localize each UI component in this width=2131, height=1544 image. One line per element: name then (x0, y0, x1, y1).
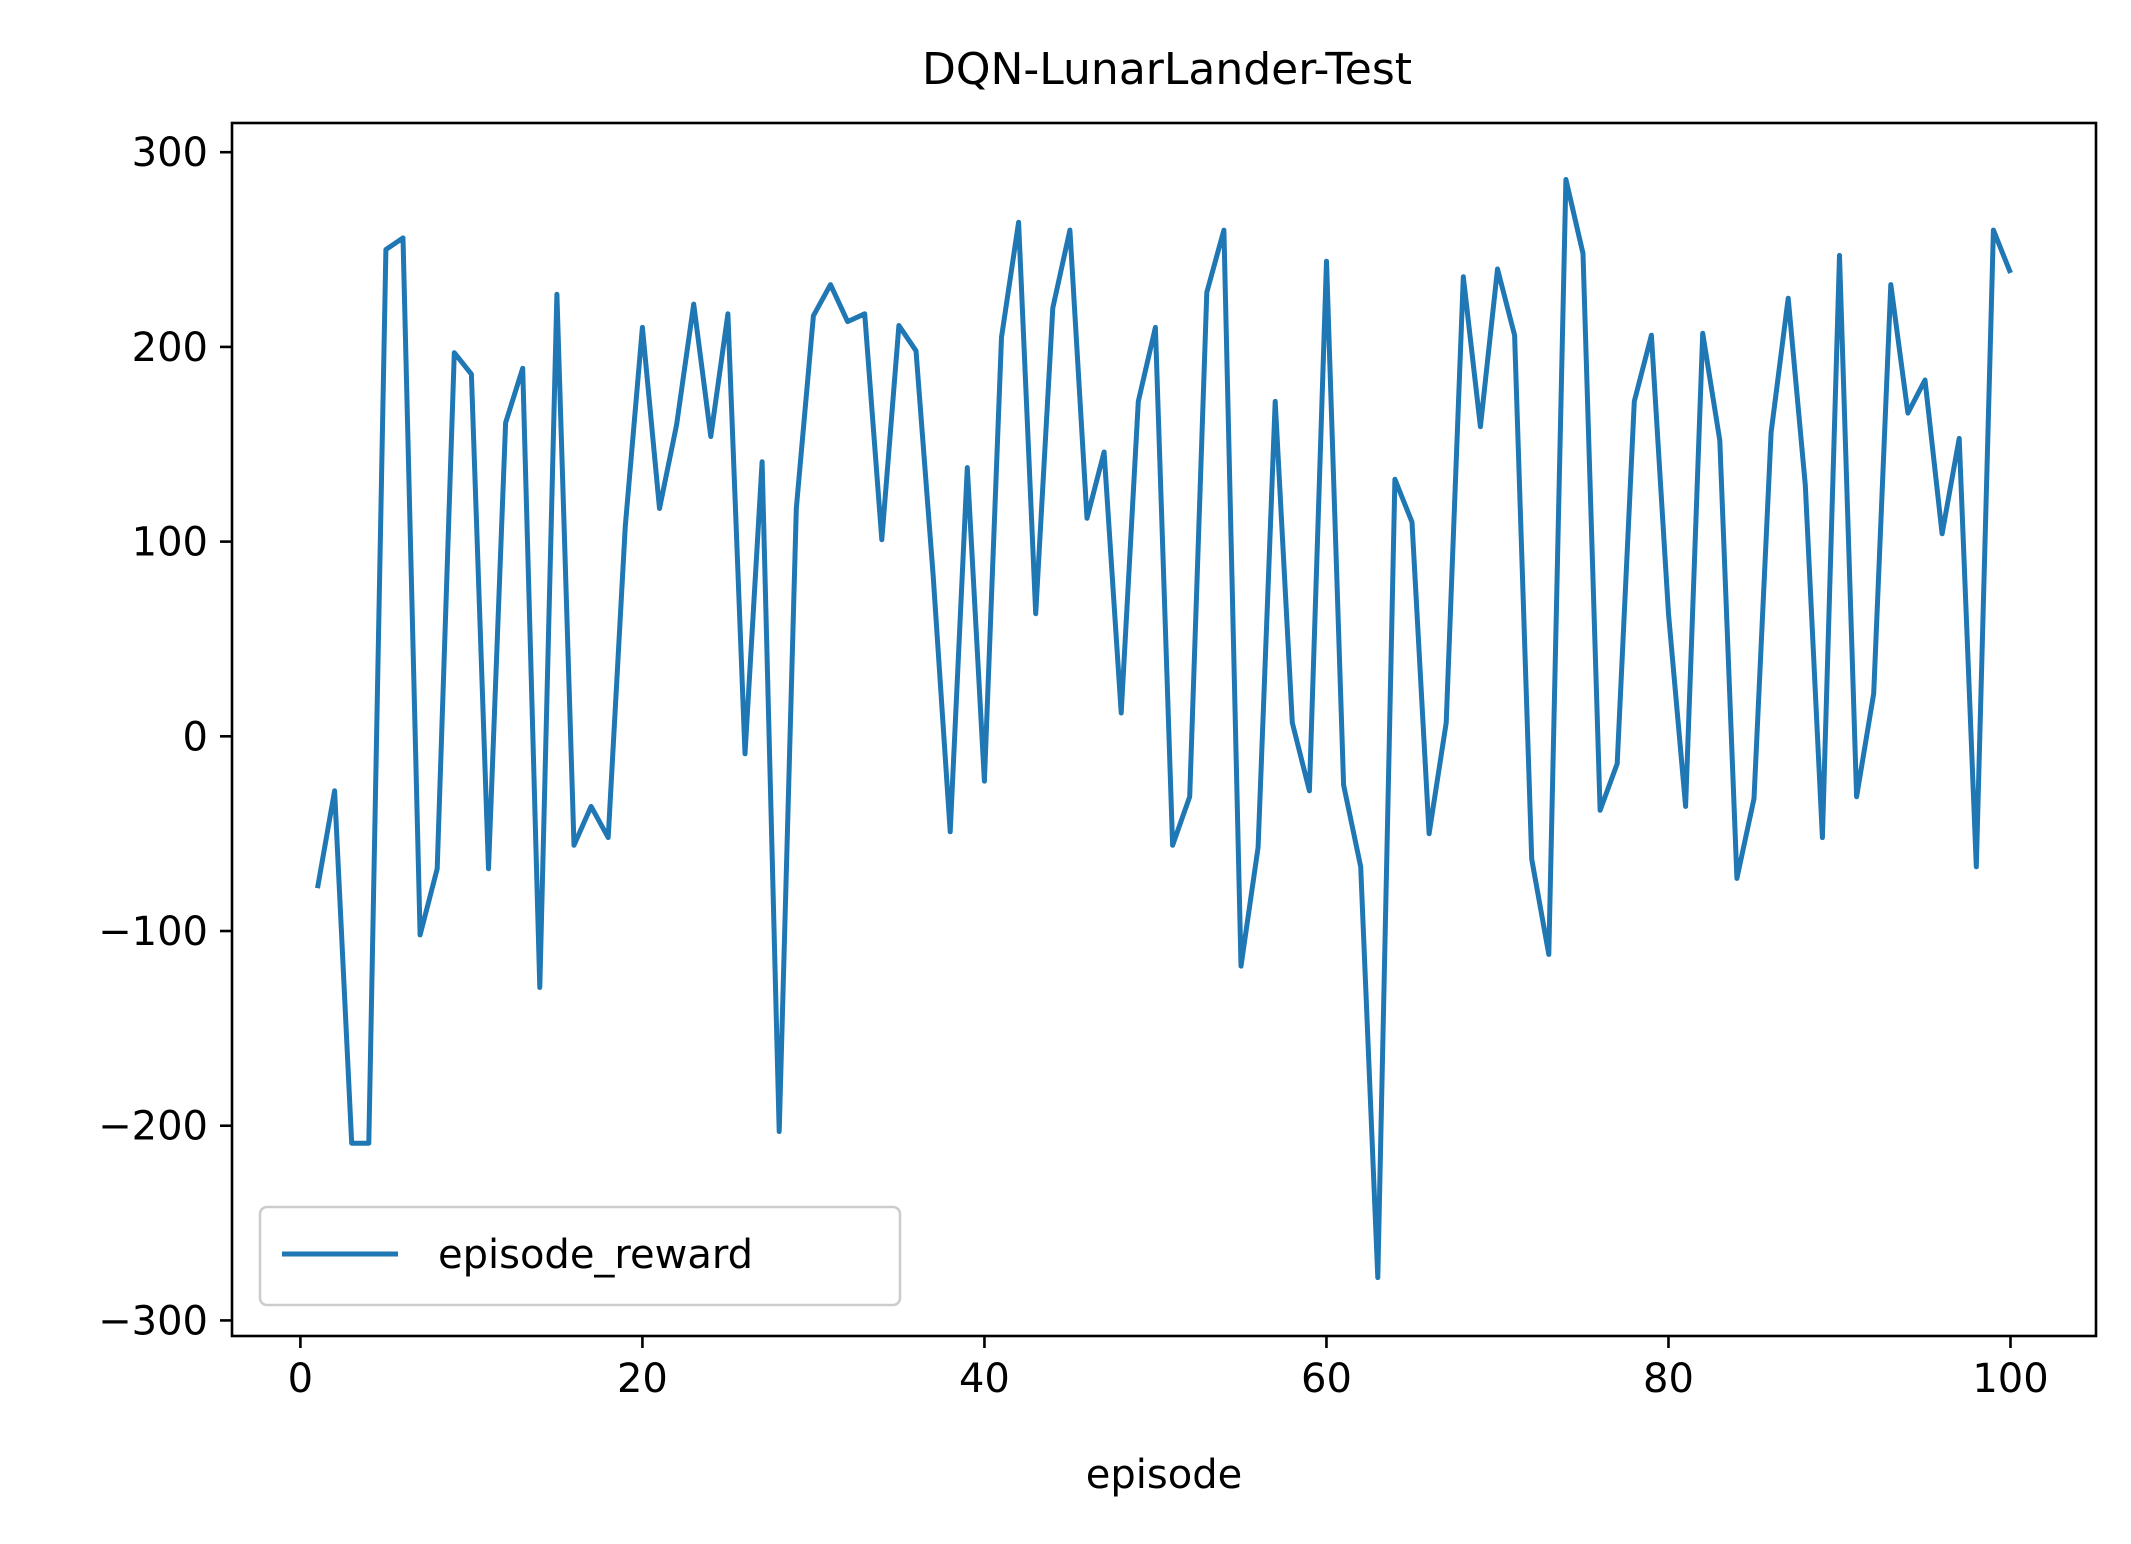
series-line-episode_reward (315, 177, 2013, 1281)
legend: episode_reward (258, 1205, 902, 1307)
x-tick-label: 0 (288, 1356, 313, 1402)
y-tick-label: −300 (98, 1298, 208, 1344)
y-tick-label: 300 (132, 130, 208, 176)
x-tick-label: 80 (1643, 1356, 1694, 1402)
x-tick-label: 20 (617, 1356, 668, 1402)
y-tick-label: 200 (132, 325, 208, 371)
legend-box (258, 1205, 902, 1307)
x-tick-label: 60 (1301, 1356, 1352, 1402)
y-tick-label: −200 (98, 1104, 208, 1150)
legend-label: episode_reward (438, 1232, 753, 1278)
x-tick-label: 100 (1972, 1356, 2048, 1402)
plot-area-frame (230, 121, 2098, 1338)
y-tick-label: 0 (183, 714, 208, 760)
y-tick-label: 100 (132, 520, 208, 566)
x-axis-label: episode (1086, 1452, 1242, 1498)
x-tick-label: 40 (959, 1356, 1010, 1402)
y-tick-label: −100 (98, 909, 208, 955)
chart-title: DQN-LunarLander-Test (922, 44, 1412, 95)
